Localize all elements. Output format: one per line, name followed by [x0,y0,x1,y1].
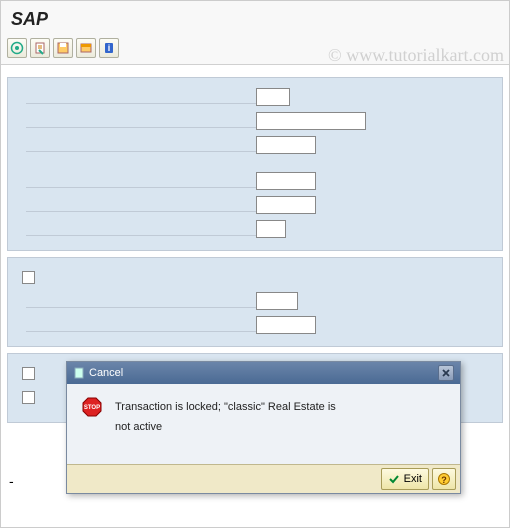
field-input[interactable] [256,172,316,190]
form-row [18,170,492,192]
exit-button[interactable]: Exit [381,468,429,490]
save-icon[interactable] [53,38,73,58]
field-label [26,294,256,308]
form-row [18,218,492,240]
field-input[interactable] [256,196,316,214]
form-row [18,194,492,216]
help-icon: ? [437,472,451,486]
dialog-message: Transaction is locked; "classic" Real Es… [115,396,336,438]
checkbox[interactable] [22,271,35,284]
form-row [18,134,492,156]
get-variant-icon[interactable] [30,38,50,58]
close-icon[interactable] [438,365,454,381]
dialog-message-line1: Transaction is locked; "classic" Real Es… [115,398,336,418]
dash-text: - [9,473,14,489]
field-label [26,138,256,152]
svg-text:STOP: STOP [84,405,100,411]
svg-text:i: i [108,43,111,53]
dialog-title-text: Cancel [89,367,123,379]
field-input[interactable] [256,292,298,310]
checkbox-row [18,266,492,288]
field-input[interactable] [256,136,316,154]
form-row [18,86,492,108]
app-title: SAP [1,1,509,34]
field-input[interactable] [256,88,290,106]
dialog-message-line2: not active [115,418,336,438]
checkbox[interactable] [22,367,35,380]
panel-2 [7,257,503,347]
help-button[interactable]: ? [432,468,456,490]
field-label [26,90,256,104]
toolbar: i [1,34,509,65]
dialog-titlebar: Cancel [67,362,460,384]
form-row [18,314,492,336]
field-label [26,174,256,188]
form-row [18,110,492,132]
cancel-dialog: Cancel STOP Transaction is locked; "clas… [66,361,461,494]
dialog-footer: Exit ? [67,464,460,493]
form-row [18,290,492,312]
field-label [26,318,256,332]
field-input[interactable] [256,112,366,130]
field-input[interactable] [256,316,316,334]
selection-icon[interactable] [76,38,96,58]
field-label [26,198,256,212]
checkbox[interactable] [22,391,35,404]
svg-text:?: ? [441,475,447,485]
dialog-body: STOP Transaction is locked; "classic" Re… [67,384,460,464]
panel-1 [7,77,503,251]
check-icon [388,473,400,485]
field-label [26,114,256,128]
field-label [26,222,256,236]
stop-icon: STOP [81,396,103,418]
info-icon[interactable]: i [99,38,119,58]
exit-button-label: Exit [404,473,422,485]
dialog-title-icon [73,367,85,379]
execute-icon[interactable] [7,38,27,58]
field-input[interactable] [256,220,286,238]
